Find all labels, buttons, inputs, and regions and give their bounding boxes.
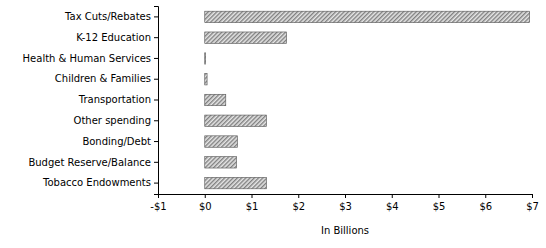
tick: Other spending <box>74 115 158 126</box>
tick: $2 <box>292 194 305 212</box>
tick-mark <box>154 120 158 121</box>
tick-label: $1 <box>246 201 259 212</box>
tick-label: Budget Reserve/Balance <box>28 157 151 168</box>
tick-label: $7 <box>526 201 539 212</box>
tick-label: -$1 <box>150 201 166 212</box>
bar <box>205 177 267 188</box>
tick-mark <box>154 16 158 17</box>
tick: $0 <box>199 194 212 212</box>
tick-label: Bonding/Debt <box>82 136 151 147</box>
bar <box>205 136 238 147</box>
tick-mark <box>154 141 158 142</box>
tick-mark <box>485 194 486 198</box>
axis-line <box>154 7 159 195</box>
axis-line <box>159 195 533 199</box>
tick-label: Children & Families <box>55 73 151 84</box>
bar <box>205 32 287 43</box>
tick-label: $2 <box>292 201 305 212</box>
bar <box>205 157 237 168</box>
tick-label: $4 <box>386 201 399 212</box>
axis-title: In Billions <box>321 225 369 236</box>
tick: K-12 Education <box>76 32 158 43</box>
tick-mark <box>154 183 158 184</box>
tick: Budget Reserve/Balance <box>28 157 158 168</box>
tick-label: Health & Human Services <box>23 53 151 64</box>
tick: Health & Human Services <box>23 53 158 64</box>
tick-mark <box>345 194 346 198</box>
y-axis: Tax Cuts/Rebates K-12 Education Health & H… <box>23 7 159 195</box>
tick: Bonding/Debt <box>82 136 158 147</box>
tick-mark <box>154 100 158 101</box>
tick: Tax Cuts/Rebates <box>64 11 158 22</box>
tick-mark <box>154 79 158 80</box>
bar <box>204 53 206 64</box>
tick-mark <box>439 194 440 198</box>
tick: $4 <box>386 194 399 212</box>
tick-label: Transportation <box>78 94 151 105</box>
tick: Tobacco Endowments <box>42 177 158 188</box>
bar <box>205 11 530 22</box>
tick-mark <box>298 194 299 198</box>
tick: $1 <box>246 194 259 212</box>
tick-mark <box>532 194 533 198</box>
bar <box>205 74 207 85</box>
tick: -$1 <box>150 194 166 212</box>
tick-label: $3 <box>339 201 352 212</box>
tick-label: K-12 Education <box>76 32 151 43</box>
tick-mark <box>252 194 253 198</box>
tick-mark <box>154 58 158 59</box>
tick: Children & Families <box>55 73 158 84</box>
tick: $3 <box>339 194 352 212</box>
plot: -$1 $0 $1 $2 $3 $4 $5 $6 $7 Tax Cuts/Rebates K-12 … <box>23 7 539 213</box>
tick-label: Tax Cuts/Rebates <box>64 11 151 22</box>
tick-mark <box>205 194 206 198</box>
tick: $6 <box>479 194 492 212</box>
x-axis: -$1 $0 $1 $2 $3 $4 $5 $6 $7 <box>150 194 539 212</box>
tick-mark <box>154 37 158 38</box>
tick: Transportation <box>78 94 158 105</box>
chart: -$1 $0 $1 $2 $3 $4 $5 $6 $7 Tax Cuts/Rebates K-12 … <box>0 0 546 248</box>
bars <box>205 11 530 189</box>
bar <box>205 115 267 126</box>
tick-mark <box>154 162 158 163</box>
tick-label: Tobacco Endowments <box>42 177 151 188</box>
tick: $5 <box>433 194 446 212</box>
tick-label: $0 <box>199 201 212 212</box>
tick-label: $5 <box>433 201 446 212</box>
bar <box>205 94 226 105</box>
tick: $7 <box>526 194 539 212</box>
tick-mark <box>392 194 393 198</box>
tick-label: $6 <box>479 201 492 212</box>
tick-label: Other spending <box>74 115 151 126</box>
